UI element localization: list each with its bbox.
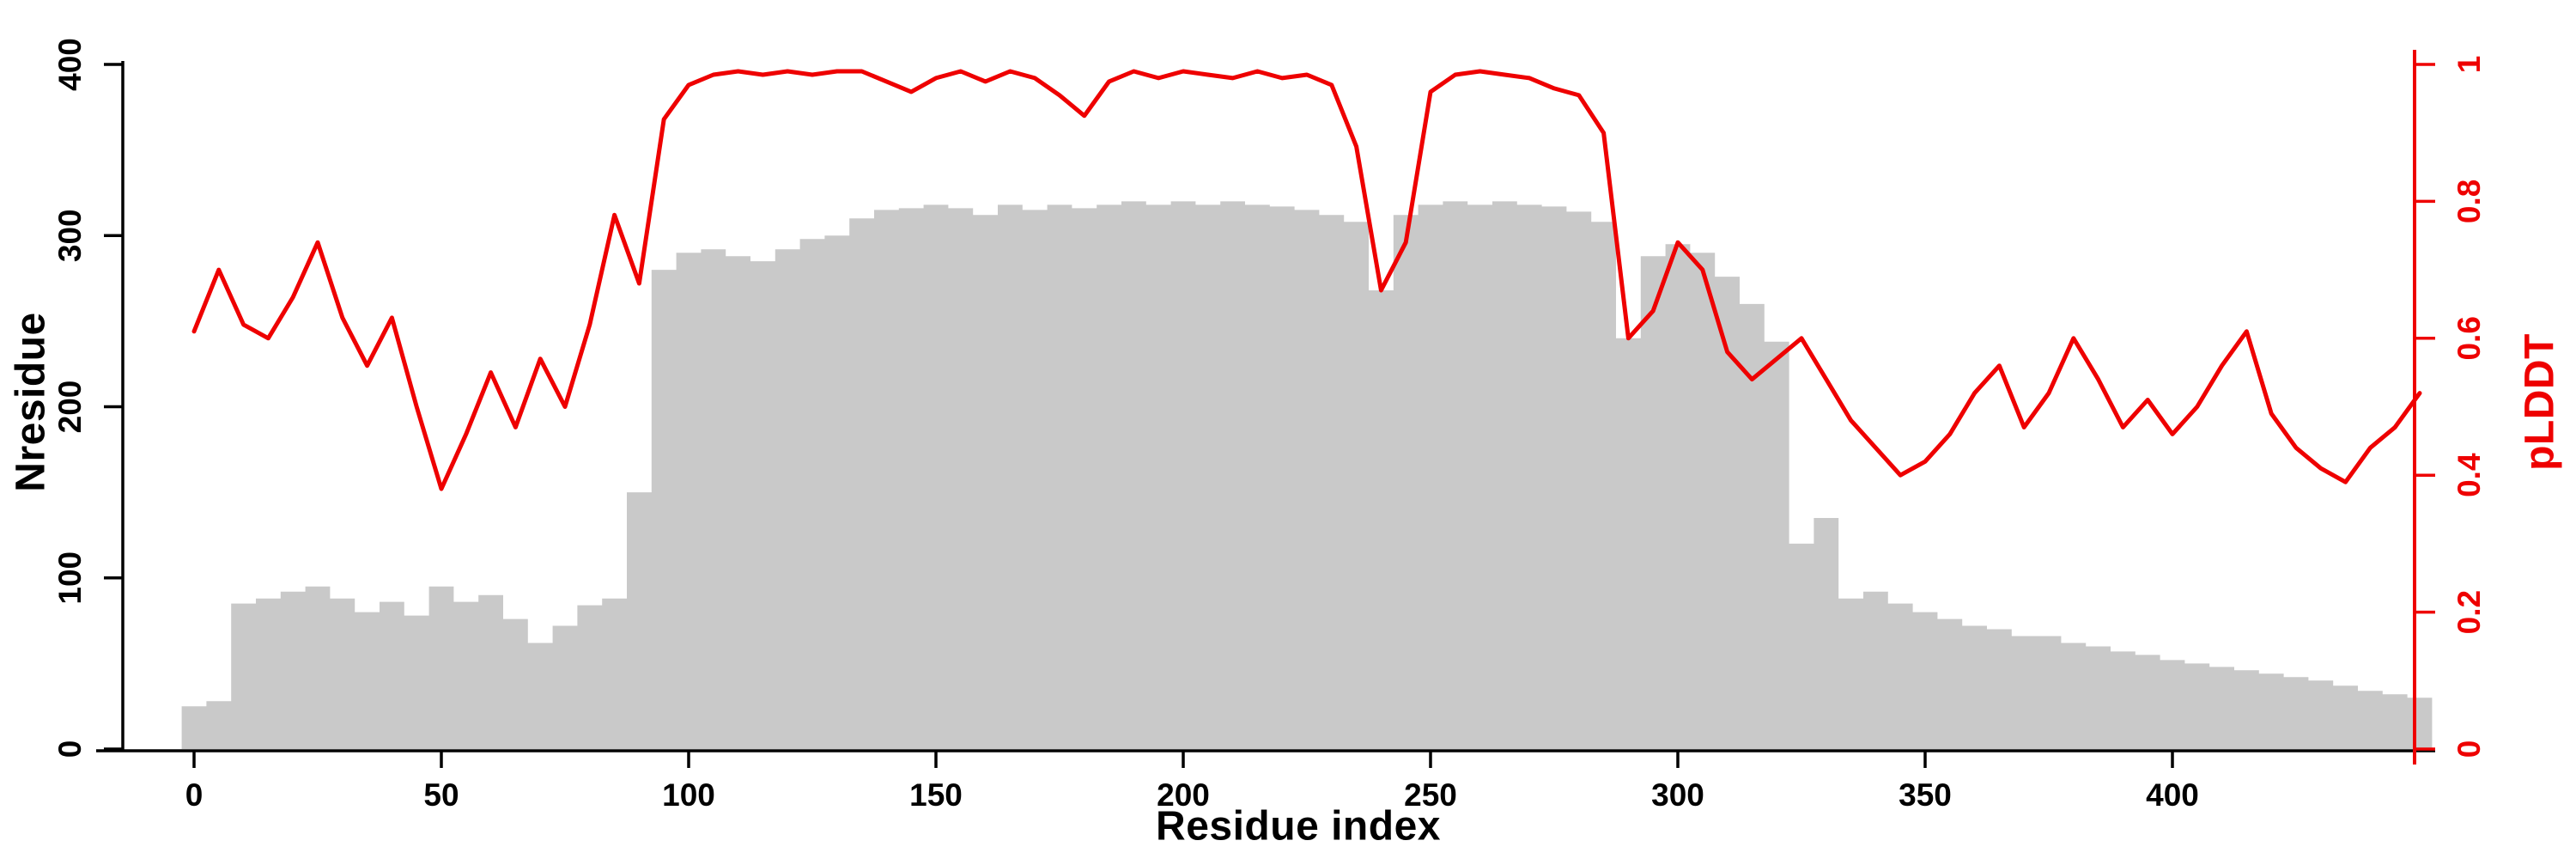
svg-text:200: 200 (1157, 777, 1210, 813)
svg-text:400: 400 (2146, 777, 2199, 813)
svg-text:0.2: 0.2 (2451, 590, 2487, 634)
svg-text:300: 300 (1651, 777, 1704, 813)
svg-text:1: 1 (2451, 56, 2487, 74)
y-axis-right-title: pLDDT (2517, 333, 2563, 471)
svg-text:0.6: 0.6 (2451, 316, 2487, 360)
svg-text:400: 400 (52, 38, 88, 91)
svg-text:250: 250 (1404, 777, 1457, 813)
svg-text:100: 100 (662, 777, 715, 813)
svg-text:350: 350 (1899, 777, 1952, 813)
svg-text:100: 100 (52, 551, 88, 605)
svg-text:50: 50 (423, 777, 459, 813)
svg-text:0.8: 0.8 (2451, 180, 2487, 223)
y-axis-left-title: Nresidue (8, 312, 54, 492)
svg-text:0: 0 (2451, 740, 2487, 758)
x-axis-title: Residue index (1156, 803, 1441, 850)
svg-text:0.4: 0.4 (2451, 453, 2487, 497)
svg-text:150: 150 (909, 777, 963, 813)
svg-text:200: 200 (52, 381, 88, 434)
svg-text:0: 0 (52, 740, 88, 758)
svg-text:0: 0 (185, 777, 204, 813)
svg-text:300: 300 (52, 209, 88, 262)
